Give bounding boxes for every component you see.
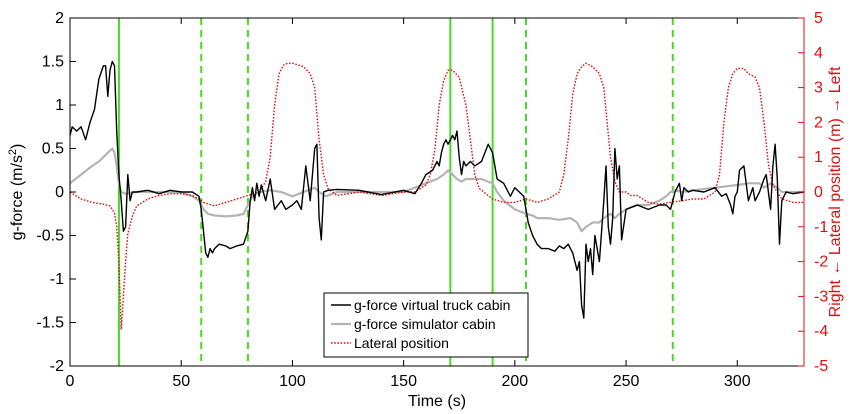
y-left-tick-label: 2 — [55, 10, 64, 27]
y-right-tick-label: 3 — [814, 80, 823, 97]
series-layer — [69, 60, 805, 331]
x-tick-label: 150 — [390, 373, 417, 390]
y-right-tick-label: 4 — [814, 45, 823, 62]
y-left-tick-label: -1 — [50, 271, 64, 288]
x-tick-label: 300 — [724, 373, 751, 390]
y-right-tick-label: 5 — [814, 10, 823, 27]
y-right-tick-label: 2 — [814, 114, 823, 131]
legend-label-lateral: Lateral position — [354, 335, 449, 351]
y-right-tick-label: 0 — [814, 184, 823, 201]
x-tick-label: 0 — [66, 373, 75, 390]
y-right-tick-label: 1 — [814, 149, 823, 166]
x-tick-label: 100 — [279, 373, 306, 390]
y-left-tick-label: -1.5 — [36, 315, 64, 332]
x-tick-label: 50 — [172, 373, 190, 390]
y-left-tick-label: -2 — [50, 358, 64, 375]
series-line-truck — [69, 60, 805, 319]
y-axis-left-title-close: ) — [9, 144, 26, 149]
y-axis-left-title: g-force (m/s2) — [7, 144, 26, 241]
legend-label-truck: g-force virtual truck cabin — [354, 297, 510, 313]
y-left-tick-label: -0.5 — [36, 228, 64, 245]
y-right-tick-label: -5 — [814, 358, 828, 375]
series-line-simulator — [69, 147, 804, 233]
y-right-tick-label: -1 — [814, 219, 828, 236]
y-left-tick-label: 0.5 — [42, 141, 64, 158]
y-right-tick-label: -3 — [814, 288, 828, 305]
y-right-tick-label: -2 — [814, 254, 828, 271]
y-right-tick-label: -4 — [814, 323, 828, 340]
y-axis-left-title-superscript: 2 — [7, 149, 19, 155]
legend-label-simulator: g-force simulator cabin — [354, 316, 496, 332]
y-left-tick-label: 1.5 — [42, 54, 64, 71]
y-axis-left-title-base: g-force (m/s — [9, 155, 26, 240]
x-axis-title: Time (s) — [408, 393, 466, 410]
series-line-lateral — [69, 62, 804, 331]
ticks-layer: 0 50 100 150 200 250 300-2-1.5-1-0.500.511.52-… — [36, 10, 828, 390]
x-tick-label: 250 — [613, 373, 640, 390]
legend-box — [323, 292, 529, 358]
y-left-tick-label: 1 — [55, 97, 64, 114]
y-left-tick-label: 0 — [55, 184, 64, 201]
x-tick-label: 200 — [501, 373, 528, 390]
legend: g-force virtual truck cabin g-force simu… — [323, 292, 529, 358]
y-axis-right-title: Right ← Lateral position (m) → Left — [827, 66, 844, 317]
